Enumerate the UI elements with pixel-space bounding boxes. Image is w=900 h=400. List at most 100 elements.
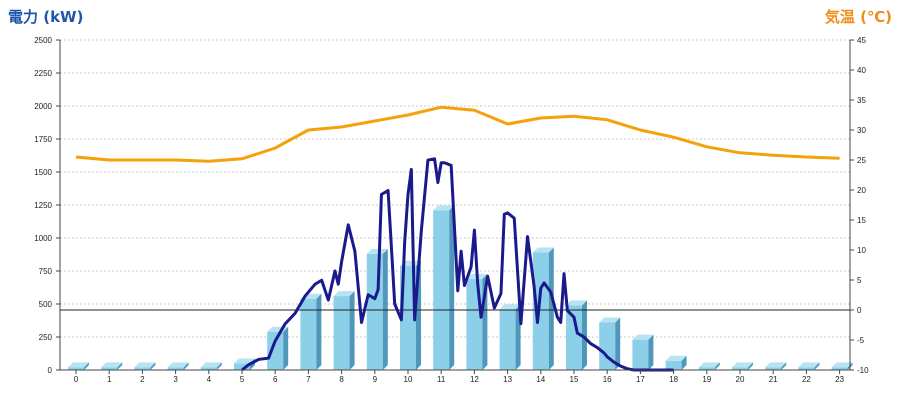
right-tick-label: 35 <box>857 96 866 105</box>
bar <box>167 367 184 370</box>
bar-top <box>167 362 189 368</box>
left-axis-title: 電力 (kW) <box>8 8 84 26</box>
bar <box>300 298 317 370</box>
bar <box>366 253 383 370</box>
right-tick-label: 0 <box>857 306 862 315</box>
bar-top <box>632 334 654 340</box>
bar <box>732 367 748 370</box>
bar <box>698 367 715 370</box>
bar-top <box>698 362 720 368</box>
temperature-line <box>75 105 840 163</box>
x-tick-label: 20 <box>736 375 745 384</box>
left-tick-label: 750 <box>39 267 53 276</box>
bar-side <box>117 362 123 370</box>
x-tick-label: 3 <box>173 375 178 384</box>
bar-top <box>433 205 455 211</box>
bar <box>68 367 84 370</box>
left-tick-label: 1250 <box>34 201 52 210</box>
bar <box>234 363 250 370</box>
bar-side <box>548 247 554 370</box>
bar-side <box>748 362 753 370</box>
right-tick-label: 45 <box>857 36 866 45</box>
bar-side <box>216 362 222 370</box>
x-tick-label: 1 <box>107 375 112 384</box>
bar-side <box>714 362 720 370</box>
bar <box>798 367 815 370</box>
bar-side <box>316 293 322 370</box>
left-tick-label: 1000 <box>34 234 52 243</box>
bar-side <box>781 362 787 370</box>
x-tick-label: 0 <box>74 375 79 384</box>
bar <box>333 296 350 370</box>
left-tick-label: 2000 <box>34 102 52 111</box>
right-tick-label: 5 <box>857 276 862 285</box>
right-axis-title: 気温 (℃) <box>824 8 892 26</box>
right-tick-label: 30 <box>857 126 866 135</box>
bar-top <box>665 355 687 361</box>
x-tick-label: 11 <box>437 375 446 384</box>
left-tick-label: 0 <box>48 366 53 375</box>
bar-side <box>283 326 289 370</box>
bar-top <box>732 362 753 368</box>
x-tick-label: 18 <box>669 375 678 384</box>
bar-top <box>532 247 554 253</box>
bar-side <box>183 362 189 370</box>
bar-top <box>831 362 853 368</box>
bar-top <box>599 317 621 323</box>
right-tick-label: 40 <box>857 66 866 75</box>
x-tick-label: 2 <box>140 375 145 384</box>
x-tick-label: 6 <box>273 375 278 384</box>
left-tick-label: 500 <box>39 300 53 309</box>
right-tick-label: 15 <box>857 216 866 225</box>
left-tick-label: 250 <box>39 333 53 342</box>
bar-side <box>349 291 355 370</box>
bar <box>200 367 217 370</box>
bar <box>433 210 450 370</box>
x-tick-label: 16 <box>603 375 612 384</box>
bar-top <box>566 300 587 306</box>
left-tick-label: 2500 <box>34 36 52 45</box>
x-tick-label: 9 <box>373 375 378 384</box>
bar <box>267 331 284 370</box>
right-tick-label: 20 <box>857 186 866 195</box>
bar <box>765 367 782 370</box>
bar-top <box>234 358 255 364</box>
bar <box>566 305 582 370</box>
bar-side <box>681 355 687 370</box>
right-tick-label: 25 <box>857 156 866 165</box>
bar <box>665 360 682 370</box>
bar-side <box>582 300 587 370</box>
power-line <box>241 157 674 372</box>
x-tick-label: 12 <box>470 375 479 384</box>
bar-top <box>68 362 89 368</box>
bar-side <box>814 362 820 370</box>
x-tick-label: 5 <box>240 375 245 384</box>
bar <box>632 339 649 370</box>
right-tick-label: 10 <box>857 246 866 255</box>
bar <box>831 367 848 370</box>
bar-top <box>101 362 123 368</box>
x-tick-label: 7 <box>306 375 311 384</box>
left-tick-label: 1750 <box>34 135 52 144</box>
bar-side <box>382 248 388 370</box>
x-tick-label: 10 <box>404 375 413 384</box>
x-tick-label: 19 <box>702 375 711 384</box>
bar-top <box>333 291 355 297</box>
bar-side <box>615 317 621 370</box>
left-tick-label: 2250 <box>34 69 52 78</box>
right-tick-label: -10 <box>857 366 869 375</box>
bar-top <box>134 362 156 368</box>
x-tick-label: 13 <box>503 375 512 384</box>
bar <box>101 367 118 370</box>
bar-top <box>200 362 222 368</box>
bar-side <box>648 334 654 370</box>
right-tick-label: -5 <box>857 336 865 345</box>
x-tick-label: 8 <box>339 375 344 384</box>
x-tick-label: 17 <box>636 375 645 384</box>
bar-side <box>150 362 156 370</box>
x-tick-label: 23 <box>835 375 844 384</box>
bar <box>499 309 516 370</box>
bar-top <box>366 248 388 254</box>
bar-top <box>798 362 820 368</box>
